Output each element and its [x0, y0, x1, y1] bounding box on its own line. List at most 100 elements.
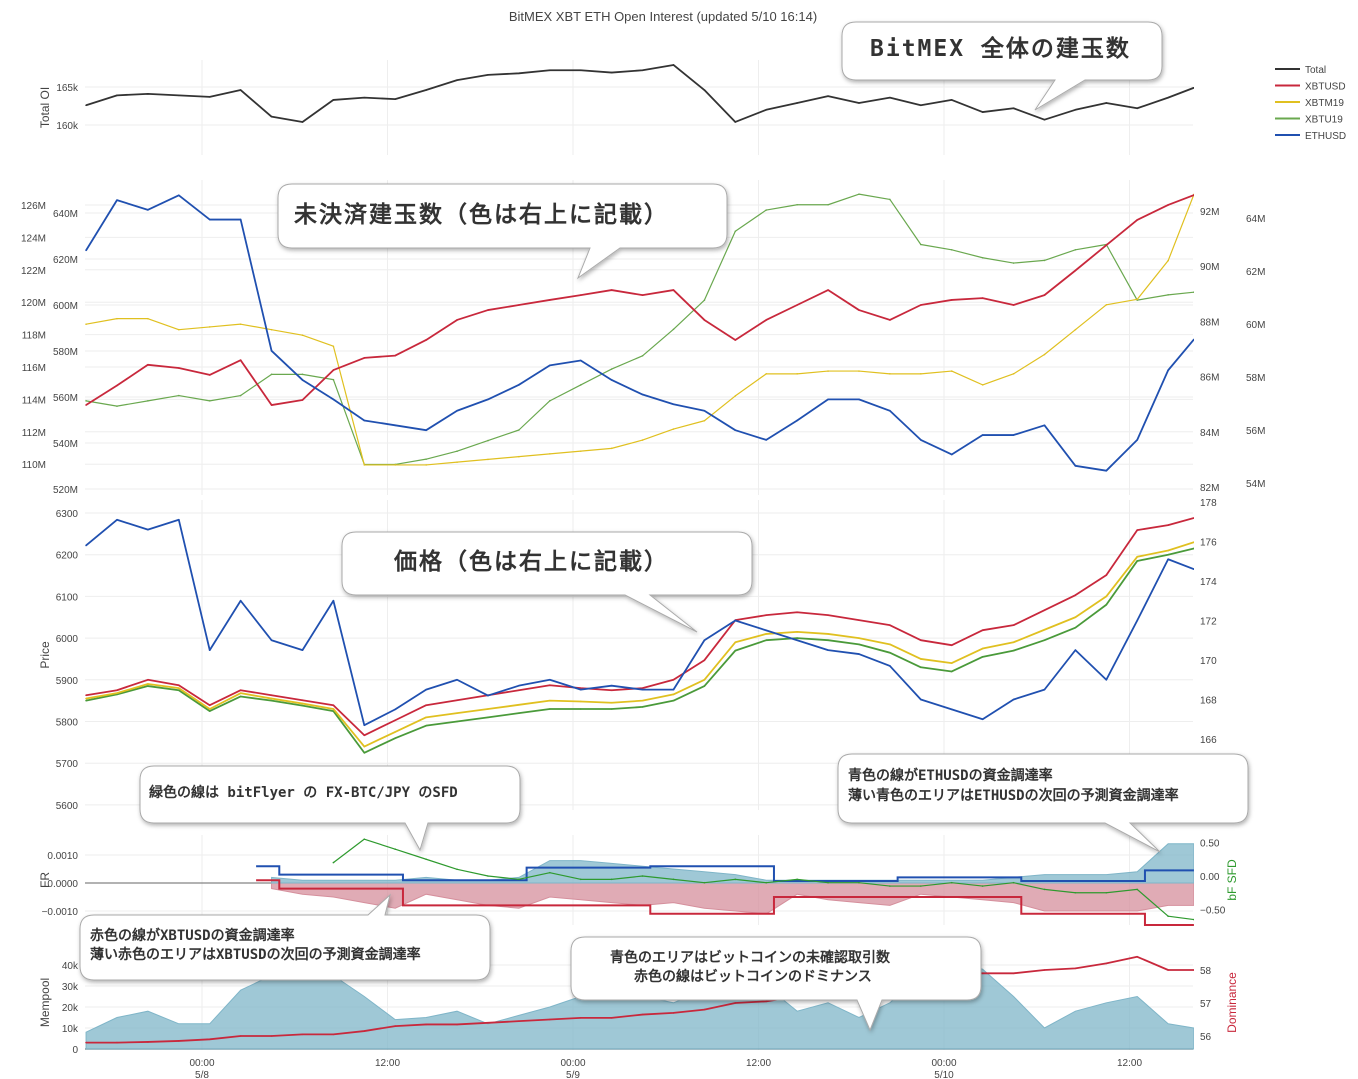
data-point [270, 115, 273, 118]
data-point [1167, 524, 1169, 526]
data-point [858, 637, 860, 639]
data-point [1193, 338, 1194, 341]
data-point [1012, 641, 1015, 644]
y-tick-label: 540M [53, 439, 78, 450]
data-point [610, 701, 613, 704]
data-point [889, 96, 891, 99]
data-point [796, 639, 798, 642]
data-point [1136, 888, 1139, 891]
y-tick-label: 122M [21, 266, 46, 277]
data-point [1105, 678, 1108, 681]
data-point [672, 693, 675, 696]
data-point [827, 398, 829, 401]
data-point [456, 450, 458, 453]
data-point [1193, 969, 1194, 971]
data-point [147, 683, 149, 685]
y-axis-title-right: Dominance [1225, 972, 1239, 1033]
data-point [703, 685, 706, 687]
data-point [641, 393, 644, 396]
data-point [518, 689, 520, 692]
data-point [1167, 558, 1169, 561]
data-point [208, 710, 211, 712]
data-point [518, 878, 520, 881]
data-point [641, 706, 644, 708]
data-point [518, 455, 520, 458]
data-point [208, 374, 211, 376]
data-point [950, 670, 953, 673]
ethusd-fr-step-line [256, 865, 1194, 883]
data-point [1043, 424, 1046, 427]
data-point [425, 429, 427, 431]
data-point [827, 881, 829, 884]
data-point [734, 395, 737, 397]
data-point [394, 464, 397, 466]
data-point [981, 256, 984, 259]
y-tick-label: 120M [21, 298, 46, 309]
callout-text: 未決済建玉数（色は右上に記載） [294, 201, 669, 228]
data-point [1012, 649, 1015, 652]
data-point [1074, 109, 1077, 111]
data-point [549, 699, 551, 702]
data-point [610, 689, 613, 692]
data-point [641, 355, 644, 357]
data-point [363, 357, 366, 359]
data-point [85, 699, 87, 702]
data-point [1136, 619, 1139, 622]
data-point [549, 684, 551, 687]
data-point [981, 972, 984, 975]
data-point [1043, 628, 1046, 631]
x-tick-sublabel: 5/10 [934, 1070, 954, 1079]
data-point [1193, 547, 1194, 550]
y-tick-label: 174 [1200, 577, 1217, 588]
y-tick-label: 5900 [56, 676, 79, 687]
data-point [1012, 373, 1015, 375]
data-point [487, 1022, 489, 1024]
y-tick-label: 640M [53, 209, 78, 220]
data-point [332, 861, 335, 864]
y-tick-label: 124M [21, 233, 46, 244]
data-point [1012, 262, 1015, 264]
data-point [827, 370, 829, 372]
data-point [363, 751, 366, 754]
data-point [1167, 369, 1169, 372]
legend-label: XBTUSD [1305, 82, 1346, 93]
data-point [1043, 609, 1046, 611]
data-point [1167, 549, 1169, 552]
x-tick-label: 12:00 [375, 1058, 400, 1069]
data-point [518, 704, 520, 706]
data-point [332, 345, 335, 348]
data-point [394, 848, 397, 850]
data-point [796, 304, 798, 306]
y-tick-label: 10k [62, 1024, 79, 1035]
y-tick-label: 62M [1246, 267, 1265, 278]
data-point [579, 1017, 582, 1019]
data-point [1193, 517, 1194, 519]
data-point [672, 428, 675, 430]
data-point [301, 699, 304, 702]
data-point [549, 69, 551, 72]
data-point [456, 699, 458, 702]
data-point [487, 708, 489, 710]
y-tick-label: 6000 [56, 634, 79, 645]
y-tick-label: 580M [53, 347, 78, 358]
data-point [425, 1023, 427, 1026]
data-point [641, 294, 644, 296]
data-point [456, 712, 458, 714]
data-point [116, 317, 118, 320]
y-tick-label: 116M [22, 363, 46, 374]
data-point [425, 688, 427, 691]
y-tick-label: 58M [1246, 373, 1265, 384]
data-point [1012, 972, 1015, 975]
data-point [734, 339, 737, 341]
data-point [1193, 291, 1194, 293]
data-point [672, 679, 675, 681]
callout-price: 価格（色は右上に記載） [341, 531, 753, 633]
data-point [301, 379, 304, 381]
callout-open-interest: 未決済建玉数（色は右上に記載） [277, 183, 728, 280]
y-tick-label: −0.50 [1200, 906, 1226, 917]
data-point [85, 697, 87, 700]
data-point [116, 518, 118, 521]
x-tick-sublabel: 5/9 [566, 1070, 580, 1079]
data-point [425, 724, 427, 727]
data-point [1043, 118, 1046, 121]
